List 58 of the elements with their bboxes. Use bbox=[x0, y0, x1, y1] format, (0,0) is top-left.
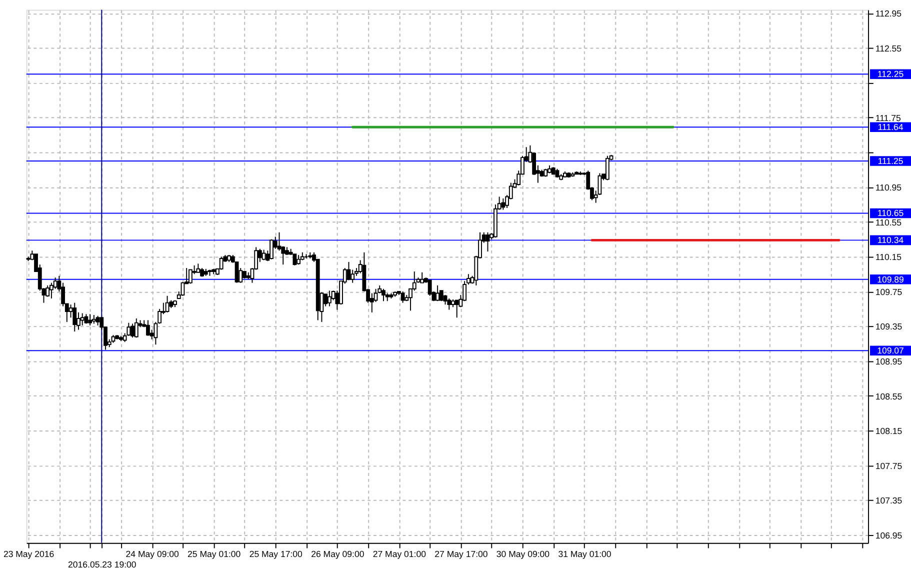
y-tick-label: 107.75 bbox=[875, 460, 902, 471]
candlestick bbox=[436, 284, 440, 302]
ref-line-label: 111.25 bbox=[878, 156, 904, 166]
y-tick-label: 108.55 bbox=[875, 391, 902, 402]
x-tick-label: 26 May 09:00 bbox=[311, 549, 364, 560]
ref-line-label: 110.65 bbox=[877, 208, 904, 218]
y-tick-label: 112.95 bbox=[875, 8, 902, 19]
candlestick bbox=[382, 288, 386, 302]
y-tick-label: 108.15 bbox=[875, 426, 902, 436]
y-tick-label: 107.35 bbox=[875, 496, 902, 506]
candlestick bbox=[270, 238, 274, 260]
candlestick bbox=[146, 320, 150, 336]
candlestick bbox=[134, 318, 138, 338]
candlestick bbox=[130, 323, 134, 338]
x-tick-label: 31 May 01:00 bbox=[558, 549, 612, 560]
x-tick-label: 23 May 2016 bbox=[3, 549, 54, 560]
x-tick-label: 25 May 01:00 bbox=[188, 549, 241, 560]
candlestick bbox=[400, 291, 405, 304]
candlestick bbox=[165, 295, 170, 313]
candlestick bbox=[501, 198, 506, 210]
ref-line-label: 111.64 bbox=[878, 122, 904, 132]
candlestick bbox=[346, 261, 351, 281]
candlestick bbox=[350, 269, 355, 284]
candlestick bbox=[72, 302, 77, 332]
y-tick-label: 112.55 bbox=[875, 43, 902, 54]
candlestick bbox=[447, 298, 452, 310]
candlestick bbox=[96, 315, 100, 326]
ref-line-label: 109.07 bbox=[877, 346, 904, 356]
candlestick bbox=[370, 292, 374, 313]
x-tick-label: 2016.05.23 19:00 bbox=[68, 560, 136, 570]
x-tick-label: 27 May 01:00 bbox=[372, 549, 426, 560]
x-tick-label: 30 May 09:00 bbox=[496, 549, 550, 560]
y-tick-label: 111.75 bbox=[875, 112, 901, 123]
candlestick bbox=[80, 312, 84, 326]
candlestick bbox=[88, 314, 92, 326]
ref-line-label: 110.34 bbox=[877, 235, 904, 246]
candlestick bbox=[486, 232, 490, 252]
candlestick bbox=[454, 300, 459, 318]
x-tick-label: 24 May 09:00 bbox=[126, 549, 180, 560]
y-tick-label: 109.35 bbox=[875, 322, 902, 332]
candlestick bbox=[180, 281, 185, 296]
candlestick bbox=[605, 155, 610, 181]
y-tick-label: 110.15 bbox=[875, 252, 902, 262]
candlestick bbox=[277, 232, 282, 252]
y-tick-label: 110.55 bbox=[875, 217, 902, 228]
candlestick bbox=[327, 290, 332, 307]
y-tick-label: 108.95 bbox=[875, 356, 902, 366]
y-tick-label: 109.75 bbox=[875, 286, 902, 297]
ref-line-label: 109.89 bbox=[877, 274, 904, 284]
candlestick bbox=[188, 269, 192, 284]
candlestick bbox=[420, 272, 424, 284]
y-tick-label: 106.95 bbox=[875, 530, 902, 540]
y-tick-label: 110.95 bbox=[875, 182, 902, 193]
candlestick bbox=[219, 256, 224, 270]
candlestick bbox=[296, 254, 301, 266]
x-tick-label: 25 May 17:00 bbox=[249, 549, 303, 560]
x-tick-label: 27 May 17:00 bbox=[434, 549, 488, 560]
ref-line-label: 112.25 bbox=[877, 69, 904, 80]
